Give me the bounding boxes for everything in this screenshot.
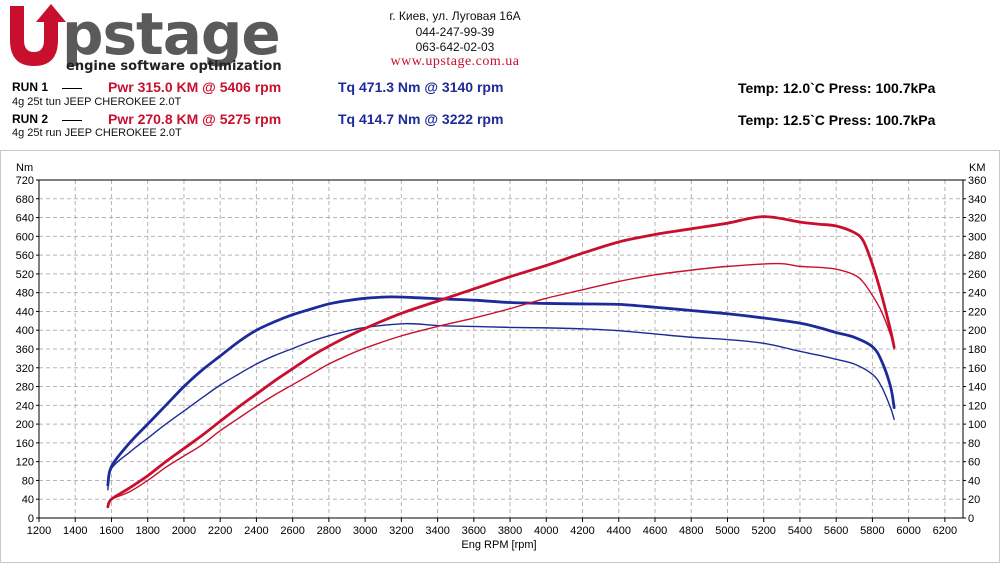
y-right-tick-label: 140 [968, 382, 986, 394]
x-tick-label: 1400 [63, 525, 87, 537]
run2-label: RUN 2 [12, 112, 49, 126]
x-tick-label: 4600 [643, 525, 667, 537]
upstage-logo: pstage engine software optimization [10, 0, 282, 74]
y-left-tick-label: 40 [22, 494, 34, 506]
run1-description: 4g 25t tun JEEP CHEROKEE 2.0T [12, 96, 182, 108]
y-right-tick-label: 180 [968, 344, 986, 356]
chart-frame [0, 150, 1000, 563]
run2-description: 4g 25t run JEEP CHEROKEE 2.0T [12, 127, 182, 139]
y-left-tick-label: 600 [16, 231, 34, 243]
y-right-tick-label: 280 [968, 250, 986, 262]
svg-text:pstage: pstage [62, 0, 280, 68]
run2-torque: Tq 414.7 Nm @ 3222 rpm [338, 111, 504, 127]
run1-power: Pwr 315.0 KM @ 5406 rpm [108, 79, 282, 95]
y-left-tick-label: 160 [16, 438, 34, 450]
right-axis-unit: KM [969, 162, 986, 174]
x-tick-label: 3400 [425, 525, 449, 537]
axes: 0408012016020024028032036040044048052056… [16, 175, 987, 537]
x-tick-label: 5400 [788, 525, 812, 537]
x-tick-label: 5200 [751, 525, 775, 537]
y-left-tick-label: 360 [16, 344, 34, 356]
x-tick-label: 1800 [135, 525, 159, 537]
y-left-tick-label: 400 [16, 325, 34, 337]
y-right-tick-label: 200 [968, 325, 986, 337]
run1-torque: Tq 471.3 Nm @ 3140 rpm [338, 79, 504, 95]
phone-2: 063-642-02-03 [415, 40, 495, 54]
y-left-tick-label: 80 [22, 475, 34, 487]
x-axis-label: Eng RPM [rpm] [461, 539, 536, 551]
y-left-tick-label: 200 [16, 419, 34, 431]
torque-curve-run2 [107, 322, 895, 491]
plot-border [38, 179, 964, 519]
x-tick-label: 2000 [172, 525, 196, 537]
y-right-tick-label: 80 [968, 438, 980, 450]
y-right-tick-label: 260 [968, 269, 986, 281]
x-tick-label: 3800 [498, 525, 522, 537]
x-tick-label: 3600 [462, 525, 486, 537]
power-curve-run1 [106, 215, 896, 509]
run2-conditions: Temp: 12.5`C Press: 100.7kPa [738, 112, 936, 128]
x-tick-label: 3200 [389, 525, 413, 537]
y-right-tick-label: 100 [968, 419, 986, 431]
x-tick-label: 6200 [933, 525, 957, 537]
run1-line-sample [62, 88, 82, 89]
grid [38, 179, 963, 519]
x-tick-label: 5800 [860, 525, 884, 537]
x-tick-label: 4000 [534, 525, 558, 537]
y-right-tick-label: 160 [968, 363, 986, 375]
power-curve-run2 [107, 262, 895, 505]
y-left-tick-label: 640 [16, 213, 34, 225]
y-right-tick-label: 20 [968, 494, 980, 506]
phone-1: 044-247-99-39 [415, 25, 495, 39]
x-tick-label: 1600 [99, 525, 123, 537]
y-left-tick-label: 320 [16, 363, 34, 375]
dyno-chart: 0408012016020024028032036040044048052056… [0, 150, 1000, 563]
y-left-tick-label: 560 [16, 250, 34, 262]
run2-line-sample [62, 120, 82, 121]
x-tick-label: 1200 [27, 525, 51, 537]
y-left-tick-label: 680 [16, 194, 34, 206]
website-link[interactable]: www.upstage.com.ua [390, 54, 520, 69]
run1-label: RUN 1 [12, 80, 49, 94]
logo-tagline: engine software optimization [66, 59, 282, 74]
x-tick-label: 4800 [679, 525, 703, 537]
x-tick-label: 2200 [208, 525, 232, 537]
x-tick-label: 4200 [570, 525, 594, 537]
x-tick-label: 6000 [896, 525, 920, 537]
y-left-tick-label: 0 [28, 513, 34, 525]
left-axis-unit: Nm [16, 162, 33, 174]
y-left-tick-label: 480 [16, 288, 34, 300]
series-layer [106, 215, 896, 509]
x-tick-label: 2800 [317, 525, 341, 537]
x-tick-label: 5000 [715, 525, 739, 537]
y-left-tick-label: 720 [16, 175, 34, 187]
y-left-tick-label: 240 [16, 400, 34, 412]
y-right-tick-label: 300 [968, 231, 986, 243]
y-right-tick-label: 120 [968, 400, 986, 412]
x-tick-label: 4400 [607, 525, 631, 537]
y-right-tick-label: 340 [968, 194, 986, 206]
y-left-tick-label: 120 [16, 457, 34, 469]
y-left-tick-label: 440 [16, 306, 34, 318]
y-left-tick-label: 280 [16, 382, 34, 394]
y-left-tick-label: 520 [16, 269, 34, 281]
run1-conditions: Temp: 12.0`C Press: 100.7kPa [738, 80, 936, 96]
y-right-tick-label: 60 [968, 457, 980, 469]
x-tick-label: 5600 [824, 525, 848, 537]
torque-curve-run1 [106, 295, 896, 487]
y-right-tick-label: 240 [968, 288, 986, 300]
logo-u-arrow [10, 4, 66, 66]
y-right-tick-label: 360 [968, 175, 986, 187]
x-tick-label: 2400 [244, 525, 268, 537]
address: г. Киев, ул. Луговая 16А [389, 9, 521, 23]
y-right-tick-label: 0 [968, 513, 974, 525]
x-tick-label: 2600 [280, 525, 304, 537]
run2-power: Pwr 270.8 KM @ 5275 rpm [108, 111, 282, 127]
y-right-tick-label: 220 [968, 306, 986, 318]
y-right-tick-label: 40 [968, 475, 980, 487]
y-right-tick-label: 320 [968, 213, 986, 225]
x-tick-label: 3000 [353, 525, 377, 537]
